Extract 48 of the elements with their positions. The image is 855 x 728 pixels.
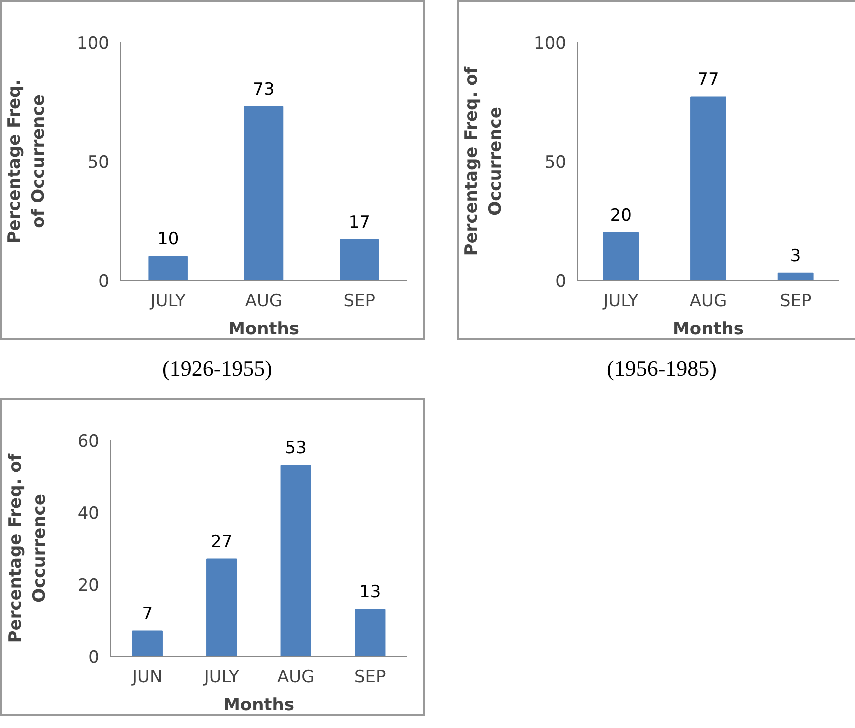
y-axis-title: Percentage Freq. of Occurrence bbox=[5, 79, 50, 244]
bar bbox=[148, 256, 188, 280]
x-axis-title: Months bbox=[228, 320, 300, 340]
bar bbox=[603, 232, 640, 280]
text: (1926-1955) bbox=[162, 355, 272, 383]
y-tick-label: 50 bbox=[88, 153, 110, 173]
bar bbox=[244, 106, 284, 280]
bar bbox=[206, 558, 238, 656]
y-tick-label: 0 bbox=[88, 648, 100, 668]
x-tick-label: JULY bbox=[203, 668, 240, 688]
x-tick-label: SEP bbox=[354, 668, 386, 688]
x-tick-label: SEP bbox=[344, 292, 376, 312]
y-tick-label: 60 bbox=[78, 432, 100, 452]
bar bbox=[778, 272, 814, 280]
data-label: 3 bbox=[790, 246, 802, 266]
x-tick-label: AUG bbox=[278, 668, 315, 688]
y-tick-label: 50 bbox=[544, 153, 567, 173]
bar bbox=[690, 96, 726, 280]
y-tick-label: 40 bbox=[78, 504, 100, 524]
y-tick-label: 0 bbox=[556, 272, 567, 292]
y-axis-title: Percentage Freq. of Occurrence bbox=[6, 453, 50, 644]
data-label: 53 bbox=[285, 438, 307, 459]
data-label: 10 bbox=[158, 230, 180, 250]
x-axis-title: Months bbox=[672, 320, 744, 340]
x-tick-label: JUN bbox=[132, 668, 163, 688]
x-tick-label: SEP bbox=[780, 292, 812, 312]
bar bbox=[340, 240, 380, 280]
x-tick-label: JULY bbox=[150, 292, 186, 312]
text: (1956-1985) bbox=[607, 355, 717, 383]
y-axis-title: Percentage Freq. of Occurrence bbox=[462, 66, 506, 256]
y-tick-label: 20 bbox=[78, 576, 100, 596]
bar bbox=[355, 609, 386, 656]
y-tick-label: 0 bbox=[98, 272, 110, 292]
data-label: 73 bbox=[253, 80, 275, 100]
data-label: 17 bbox=[348, 213, 370, 234]
x-tick-label: JULY bbox=[602, 292, 640, 312]
x-tick-label: AUG bbox=[690, 292, 728, 312]
data-label: 7 bbox=[142, 604, 154, 624]
y-tick-label: 100 bbox=[534, 34, 567, 54]
bar bbox=[132, 630, 163, 656]
x-tick-label: AUG bbox=[245, 292, 283, 312]
data-label: 20 bbox=[610, 206, 632, 226]
x-axis-title: Months bbox=[223, 696, 295, 716]
y-tick-label: 100 bbox=[77, 34, 110, 54]
data-label: 77 bbox=[698, 70, 720, 90]
data-label: 13 bbox=[360, 582, 382, 603]
bar bbox=[280, 465, 312, 656]
data-label: 27 bbox=[211, 532, 233, 552]
